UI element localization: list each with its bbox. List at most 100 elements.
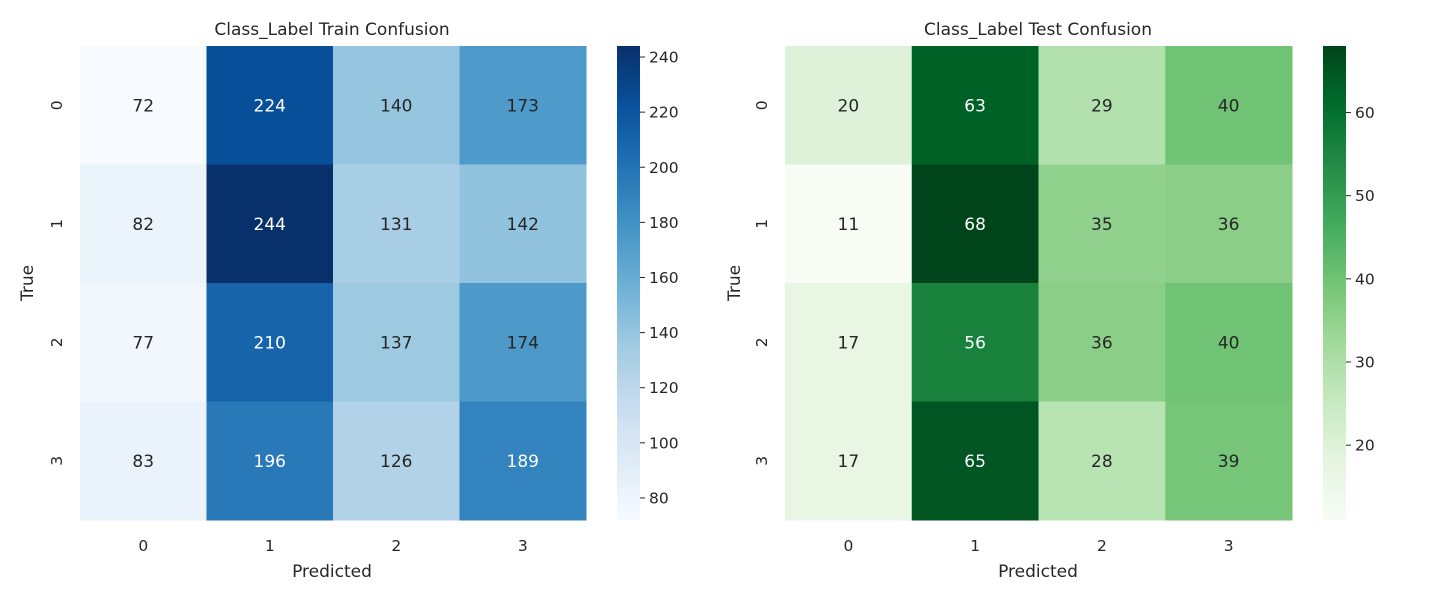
test-cell-label-r1-c0: 11 <box>838 215 860 235</box>
train-cell-r3-c2 <box>333 401 460 521</box>
train-colorbar <box>617 46 640 520</box>
train-colorbar-tick-label: 220 <box>649 104 679 122</box>
test-cell-label-r3-c2: 28 <box>1091 452 1113 472</box>
train-cell-r3-c1 <box>206 401 334 521</box>
train-y-axis-label: True <box>18 265 38 302</box>
test-cell-r1-c0 <box>785 164 913 284</box>
test-cell-r1-c3 <box>1165 164 1293 284</box>
train-cell-r1-c1 <box>206 164 334 284</box>
test-cell-label-r2-c2: 36 <box>1091 333 1113 353</box>
test-cell-label-r1-c3: 36 <box>1218 215 1240 235</box>
test-x-axis-label: Predicted <box>998 562 1078 582</box>
train-cell-label-r2-c2: 137 <box>380 333 412 353</box>
test-cell-label-r2-c3: 40 <box>1218 333 1240 353</box>
test-cell-label-r0-c3: 40 <box>1218 96 1240 116</box>
test-cell-label-r2-c1: 56 <box>964 333 986 353</box>
test-colorbar-tick-label: 50 <box>1355 187 1375 205</box>
test-cell-r2-c2 <box>1038 283 1166 402</box>
train-cell-r3-c3 <box>459 401 587 521</box>
train-heatmap-cells: 72 224 140 173 82 244 131 142 77 210 137 174 83 196 12… <box>80 46 587 521</box>
train-cell-r1-c3 <box>459 164 587 284</box>
test-cell-label-r3-c3: 39 <box>1218 452 1240 472</box>
train-cell-r2-c3 <box>459 283 587 402</box>
train-cell-r1-c2 <box>333 164 460 284</box>
test-cell-r3-c3 <box>1165 401 1293 521</box>
test-cell-r0-c2 <box>1038 46 1166 165</box>
test-colorbar-ticks: 20 30 40 50 60 <box>1346 104 1375 455</box>
test-y-tick-label: 0 <box>753 100 771 110</box>
test-cell-r0-c0 <box>785 46 913 165</box>
test-cell-label-r3-c0: 17 <box>838 452 860 472</box>
train-x-tick-label: 0 <box>138 537 148 555</box>
train-x-tick-label: 3 <box>518 537 528 555</box>
train-cell-r0-c1 <box>206 46 334 165</box>
train-cell-label-r3-c0: 83 <box>132 452 154 472</box>
train-chart-title: Class_Label Train Confusion <box>214 20 449 40</box>
train-y-tick-label: 0 <box>48 100 66 110</box>
train-x-axis-label: Predicted <box>292 562 372 582</box>
test-y-axis-label: True <box>725 265 745 302</box>
test-cell-label-r3-c1: 65 <box>964 452 986 472</box>
test-cell-r3-c2 <box>1038 401 1166 521</box>
train-cell-label-r3-c3: 189 <box>507 452 539 472</box>
train-cell-label-r1-c3: 142 <box>507 215 539 235</box>
test-x-tick-label: 2 <box>1097 537 1107 555</box>
train-cell-r3-c0 <box>80 401 207 521</box>
train-colorbar-tick-label: 80 <box>649 489 669 507</box>
test-x-tick-label: 3 <box>1224 537 1234 555</box>
train-panel: Class_Label Train Confusion 72 224 140 173 8… <box>18 20 679 582</box>
train-cell-r2-c1 <box>206 283 334 402</box>
train-colorbar-tick-label: 120 <box>649 379 679 397</box>
train-y-ticks: 0 1 2 3 <box>48 100 66 465</box>
test-cell-r1-c1 <box>911 164 1039 284</box>
train-cell-label-r2-c0: 77 <box>132 333 154 353</box>
train-cell-label-r2-c1: 210 <box>254 333 286 353</box>
train-cell-label-r1-c1: 244 <box>254 215 286 235</box>
train-cell-label-r3-c1: 196 <box>254 452 286 472</box>
train-y-tick-label: 3 <box>48 456 66 466</box>
train-cell-label-r3-c2: 126 <box>380 452 412 472</box>
train-colorbar-ticks: 80 100 120 140 160 180 200 220 240 <box>640 49 679 507</box>
test-cell-r3-c0 <box>785 401 913 521</box>
test-y-tick-label: 2 <box>753 337 771 347</box>
train-cell-label-r0-c3: 173 <box>507 96 539 116</box>
train-colorbar-tick-label: 100 <box>649 434 679 452</box>
test-colorbar-tick-label: 60 <box>1355 104 1375 122</box>
test-cell-r3-c1 <box>911 401 1039 521</box>
train-colorbar-tick-label: 160 <box>649 269 679 287</box>
train-x-tick-label: 1 <box>265 537 275 555</box>
train-cell-label-r2-c3: 174 <box>507 333 539 353</box>
train-cell-label-r1-c2: 131 <box>380 215 412 235</box>
test-y-tick-label: 3 <box>753 456 771 466</box>
test-cell-r2-c1 <box>911 283 1039 402</box>
test-cell-label-r0-c2: 29 <box>1091 96 1113 116</box>
test-colorbar-tick-label: 30 <box>1355 354 1375 372</box>
test-cell-label-r2-c0: 17 <box>838 333 860 353</box>
test-x-tick-label: 1 <box>970 537 980 555</box>
test-y-tick-label: 1 <box>753 219 771 229</box>
train-cell-label-r0-c2: 140 <box>380 96 412 116</box>
train-cell-r1-c0 <box>80 164 207 284</box>
train-x-tick-label: 2 <box>391 537 401 555</box>
test-chart-title: Class_Label Test Confusion <box>924 20 1152 40</box>
test-colorbar-tick-label: 20 <box>1355 437 1375 455</box>
test-cell-label-r1-c1: 68 <box>964 215 986 235</box>
train-colorbar-tick-label: 200 <box>649 159 679 177</box>
test-cell-r0-c1 <box>911 46 1039 165</box>
train-cell-label-r0-c1: 224 <box>254 96 286 116</box>
test-colorbar <box>1323 46 1346 520</box>
train-colorbar-tick-label: 180 <box>649 214 679 232</box>
test-cell-r0-c3 <box>1165 46 1293 165</box>
train-x-ticks: 0 1 2 3 <box>138 537 527 555</box>
train-colorbar-gradient <box>617 46 640 520</box>
train-y-tick-label: 1 <box>48 219 66 229</box>
test-x-tick-label: 0 <box>843 537 853 555</box>
train-colorbar-tick-label: 140 <box>649 324 679 342</box>
test-colorbar-tick-label: 40 <box>1355 270 1375 288</box>
train-colorbar-tick-label: 240 <box>649 49 679 67</box>
train-cell-r2-c0 <box>80 283 207 402</box>
test-cell-r2-c0 <box>785 283 913 402</box>
train-cell-label-r1-c0: 82 <box>132 215 154 235</box>
